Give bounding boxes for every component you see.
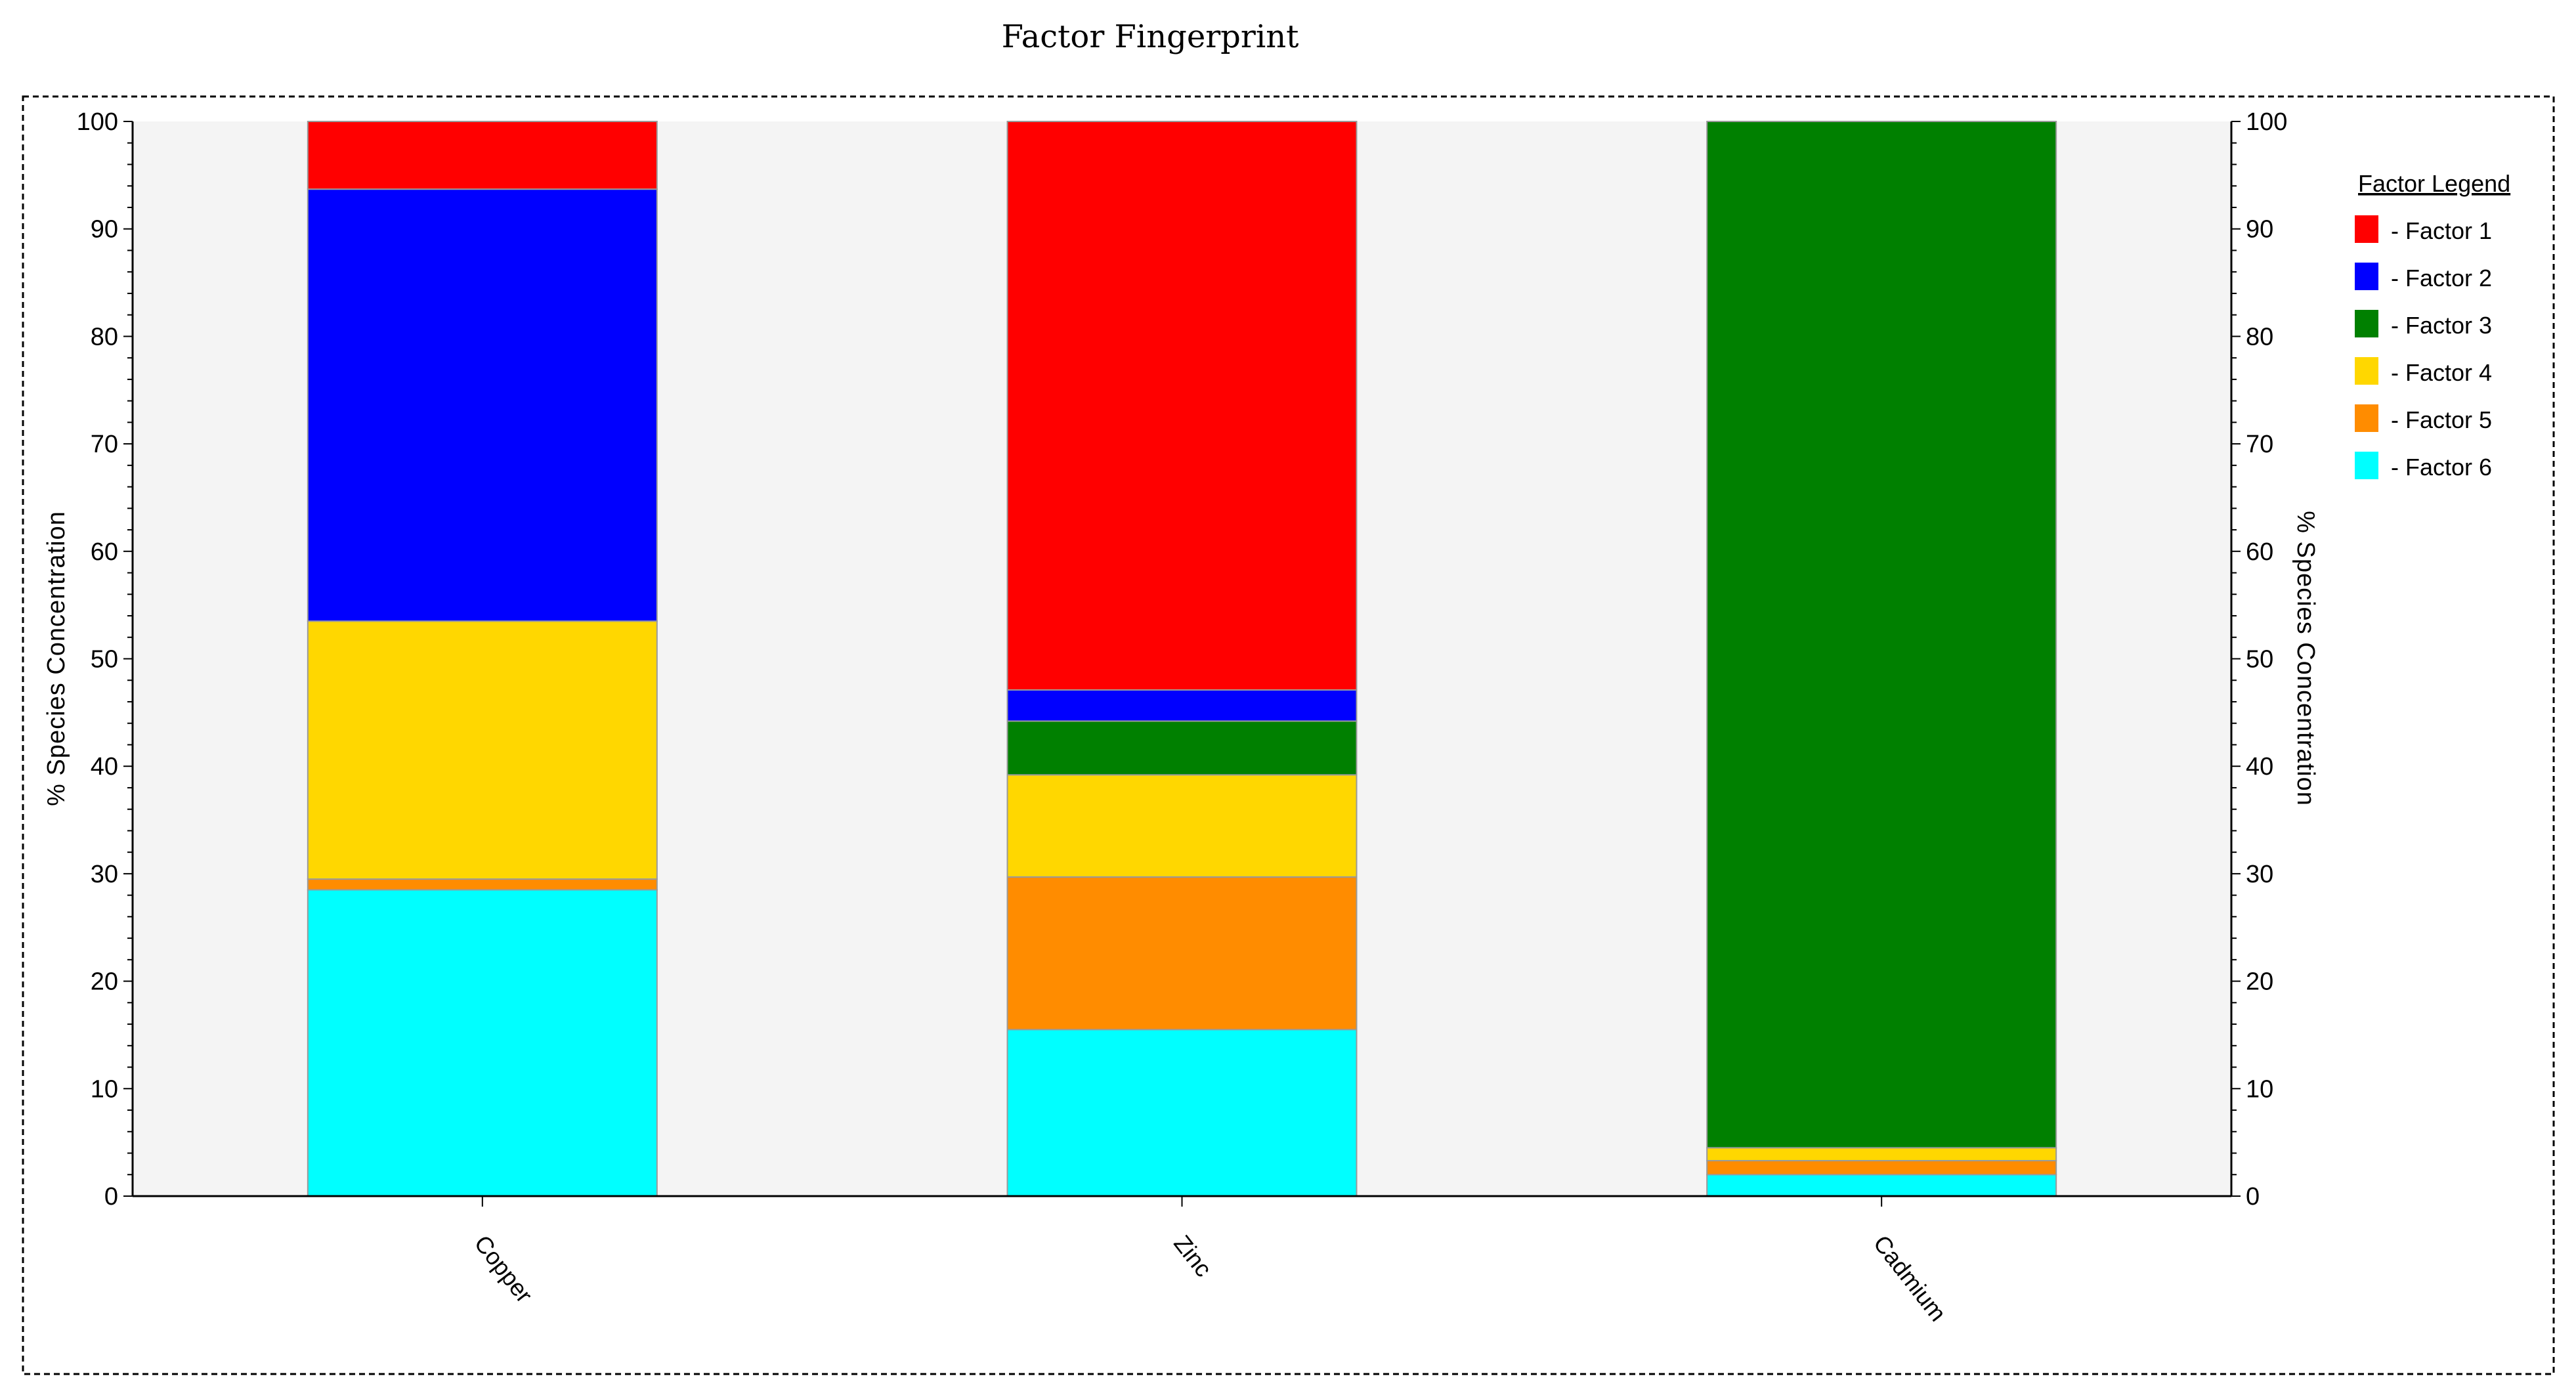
legend-label-factor-4: - Factor 4	[2391, 359, 2492, 386]
y-tick-label-right: 60	[2246, 538, 2273, 566]
chart-frame	[22, 95, 2555, 1375]
x-axis-categories: Copper Zinc Cadmium	[469, 1196, 1952, 1326]
legend-swatch-factor-4	[2355, 357, 2378, 385]
y-tick-label-right: 0	[2246, 1183, 2260, 1211]
chart-title: Factor Fingerprint	[1002, 18, 1299, 55]
bar-segment-zinc-factor-5	[1006, 876, 1358, 1031]
y-tick-label-right: 50	[2246, 646, 2273, 674]
y-tick-label-right: 100	[2246, 108, 2287, 136]
y-tick-label-right: 80	[2246, 323, 2273, 351]
y-tick-label-right: 70	[2246, 431, 2273, 458]
legend-label-factor-5: - Factor 5	[2391, 406, 2492, 433]
bar-segment-zinc-factor-6	[1006, 1029, 1358, 1197]
legend-swatch-factor-5	[2355, 404, 2378, 432]
y-tick-label-left: 0	[104, 1183, 118, 1211]
legend-label-factor-1: - Factor 1	[2391, 217, 2492, 244]
bar-segment-cadmium-factor-4	[1706, 1147, 2057, 1161]
bar-segment-copper-factor-5	[307, 878, 658, 891]
bar-segment-zinc-factor-3	[1006, 720, 1358, 776]
legend-label-factor-6: - Factor 6	[2391, 454, 2492, 481]
bar-segment-cadmium-factor-3	[1706, 121, 2057, 1149]
y-axis-label-right: % Species Concentration	[2292, 511, 2319, 806]
y-tick-label-left: 80	[91, 323, 118, 351]
bar-stacks	[307, 121, 2057, 1197]
bar-segment-copper-factor-1	[307, 121, 658, 190]
legend-swatch-factor-3	[2355, 310, 2378, 337]
y-tick-label-left: 70	[91, 431, 118, 458]
bar-segment-copper-factor-6	[307, 889, 658, 1197]
y-tick-label-right: 10	[2246, 1075, 2273, 1103]
bar-segment-zinc-factor-4	[1006, 774, 1358, 878]
legend: Factor Legend - Factor 1 - Factor 2 - Fact…	[2355, 170, 2510, 481]
legend-title: Factor Legend	[2358, 170, 2510, 197]
x-tick-label-cadmium: Cadmium	[1868, 1230, 1952, 1327]
y-tick-label-left: 10	[91, 1075, 118, 1103]
y-tick-label-right: 30	[2246, 861, 2273, 888]
y-axis-right-ticks: 0 10 20 30 40 50 60 70 80 90 100	[2231, 108, 2287, 1211]
bar-segment-zinc-factor-2	[1006, 689, 1358, 722]
y-tick-label-left: 90	[91, 216, 118, 244]
y-tick-label-right: 40	[2246, 753, 2273, 781]
y-axis-left-ticks: 0 10 20 30 40 50 60 70 80 90 100	[77, 108, 133, 1211]
legend-swatch-factor-6	[2355, 452, 2378, 479]
bar-segment-cadmium-factor-5	[1706, 1159, 2057, 1176]
legend-swatch-factor-1	[2355, 215, 2378, 243]
x-tick-label-zinc: Zinc	[1169, 1230, 1217, 1282]
y-tick-label-left: 50	[91, 646, 118, 674]
x-tick-label-copper: Copper	[469, 1230, 538, 1308]
y-tick-label-right: 20	[2246, 968, 2273, 996]
bar-segment-copper-factor-2	[307, 188, 658, 622]
legend-label-factor-2: - Factor 2	[2391, 265, 2492, 291]
legend-swatch-factor-2	[2355, 263, 2378, 290]
y-tick-label-left: 40	[91, 753, 118, 781]
bar-segment-cadmium-factor-6	[1706, 1174, 2057, 1197]
y-tick-label-left: 20	[91, 968, 118, 996]
legend-label-factor-3: - Factor 3	[2391, 312, 2492, 339]
y-tick-label-left: 60	[91, 538, 118, 566]
bar-segment-copper-factor-4	[307, 620, 658, 880]
y-axis-label-left: % Species Concentration	[43, 511, 70, 806]
y-tick-label-right: 90	[2246, 216, 2273, 244]
bar-segment-zinc-factor-1	[1006, 121, 1358, 691]
y-tick-label-left: 30	[91, 861, 118, 888]
y-tick-label-left: 100	[77, 108, 118, 136]
